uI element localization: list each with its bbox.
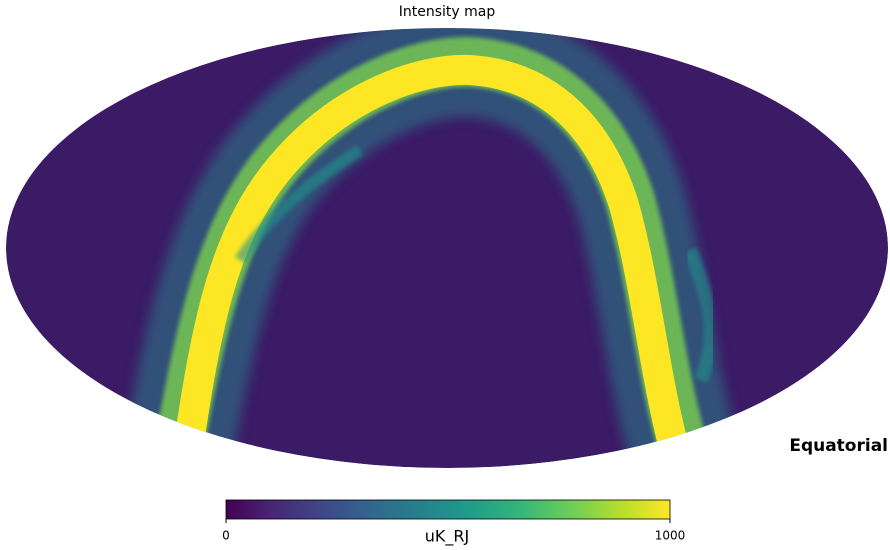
chart: Intensity map Equatorial uK_RJ 0 1000 [0, 0, 890, 546]
colorbar-label: uK_RJ [425, 527, 469, 547]
colorbar-tick-label: 0 [222, 529, 230, 543]
chart-title: Intensity map [399, 4, 496, 20]
colorbar-tick-label: 1000 [655, 529, 686, 543]
coordinate-label: Equatorial [789, 436, 888, 456]
colorbar [226, 500, 670, 519]
sky-map [6, 28, 888, 470]
page: {"chart_data": {"type": "sky-map", "titl… [0, 0, 890, 546]
